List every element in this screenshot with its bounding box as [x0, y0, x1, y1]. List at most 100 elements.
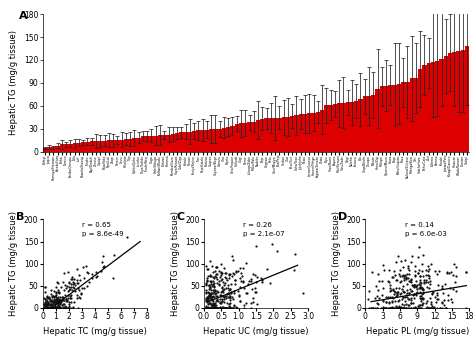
Point [408, 295, 415, 301]
Point [210, 298, 217, 303]
Point [207, 296, 215, 302]
Point [52, 297, 59, 303]
Point [41, 305, 49, 311]
Point [208, 303, 216, 308]
Point [383, 294, 390, 299]
Point [48, 304, 55, 310]
Point [84, 283, 91, 289]
Point [426, 305, 433, 311]
Point [210, 283, 218, 289]
Point [228, 281, 235, 287]
Point [208, 305, 215, 311]
Point [398, 301, 406, 307]
Point [210, 275, 217, 280]
Point [42, 304, 49, 310]
Point [235, 293, 242, 299]
Point [212, 305, 220, 311]
Point [210, 305, 218, 311]
Point [211, 273, 219, 279]
Point [405, 290, 413, 296]
Point [381, 305, 388, 311]
Point [73, 292, 81, 297]
Point [414, 305, 422, 311]
Point [403, 294, 410, 300]
Point [53, 298, 60, 303]
Point [443, 270, 451, 276]
Point [49, 299, 57, 304]
Point [409, 300, 417, 306]
Point [418, 285, 426, 291]
Bar [247, 122, 252, 152]
Point [69, 305, 77, 311]
Point [444, 269, 451, 274]
Bar [439, 59, 444, 152]
Point [224, 285, 231, 291]
Point [424, 298, 431, 304]
Point [419, 273, 427, 279]
Point [207, 290, 215, 296]
Point [210, 303, 217, 309]
Point [51, 298, 59, 303]
Point [374, 287, 382, 292]
Point [438, 300, 446, 306]
Point [203, 279, 211, 284]
Point [400, 275, 408, 281]
Point [386, 294, 394, 300]
Bar [410, 78, 414, 152]
Point [75, 294, 82, 299]
Point [209, 305, 217, 311]
Point [43, 305, 50, 311]
Point [210, 274, 217, 280]
Point [67, 299, 74, 305]
Point [463, 269, 470, 275]
Point [64, 298, 71, 304]
Point [225, 291, 232, 296]
Y-axis label: Hepatic TG (mg/g tissue): Hepatic TG (mg/g tissue) [171, 211, 180, 316]
Point [406, 305, 413, 311]
Point [416, 279, 424, 285]
Point [46, 305, 53, 311]
Point [60, 305, 67, 311]
Point [228, 290, 235, 296]
Point [43, 303, 51, 309]
Point [207, 293, 214, 298]
Point [367, 305, 375, 311]
Point [54, 287, 62, 292]
Point [438, 299, 446, 305]
Bar [260, 119, 264, 152]
Point [438, 283, 446, 289]
Point [56, 302, 64, 307]
Bar [128, 139, 132, 152]
Point [49, 305, 56, 311]
Bar [64, 144, 68, 152]
Bar [209, 129, 213, 152]
Point [382, 305, 389, 311]
Point [65, 301, 73, 307]
Point [225, 275, 232, 281]
Point [64, 305, 72, 311]
Point [399, 284, 407, 289]
Point [392, 293, 400, 299]
Point [206, 301, 213, 306]
Point [400, 288, 407, 294]
Point [374, 301, 382, 307]
Point [207, 278, 214, 284]
Point [377, 305, 385, 311]
Point [223, 285, 230, 291]
Point [400, 302, 408, 308]
Point [416, 284, 424, 290]
Point [218, 270, 225, 275]
Point [76, 273, 83, 278]
Bar [205, 130, 209, 152]
Point [214, 289, 221, 295]
Point [400, 305, 408, 311]
Point [212, 264, 220, 270]
Point [380, 262, 387, 267]
Point [44, 305, 51, 311]
Bar [149, 136, 154, 152]
Point [53, 305, 61, 311]
Point [78, 291, 85, 297]
Point [98, 268, 105, 274]
Point [234, 289, 241, 294]
Point [204, 297, 211, 303]
